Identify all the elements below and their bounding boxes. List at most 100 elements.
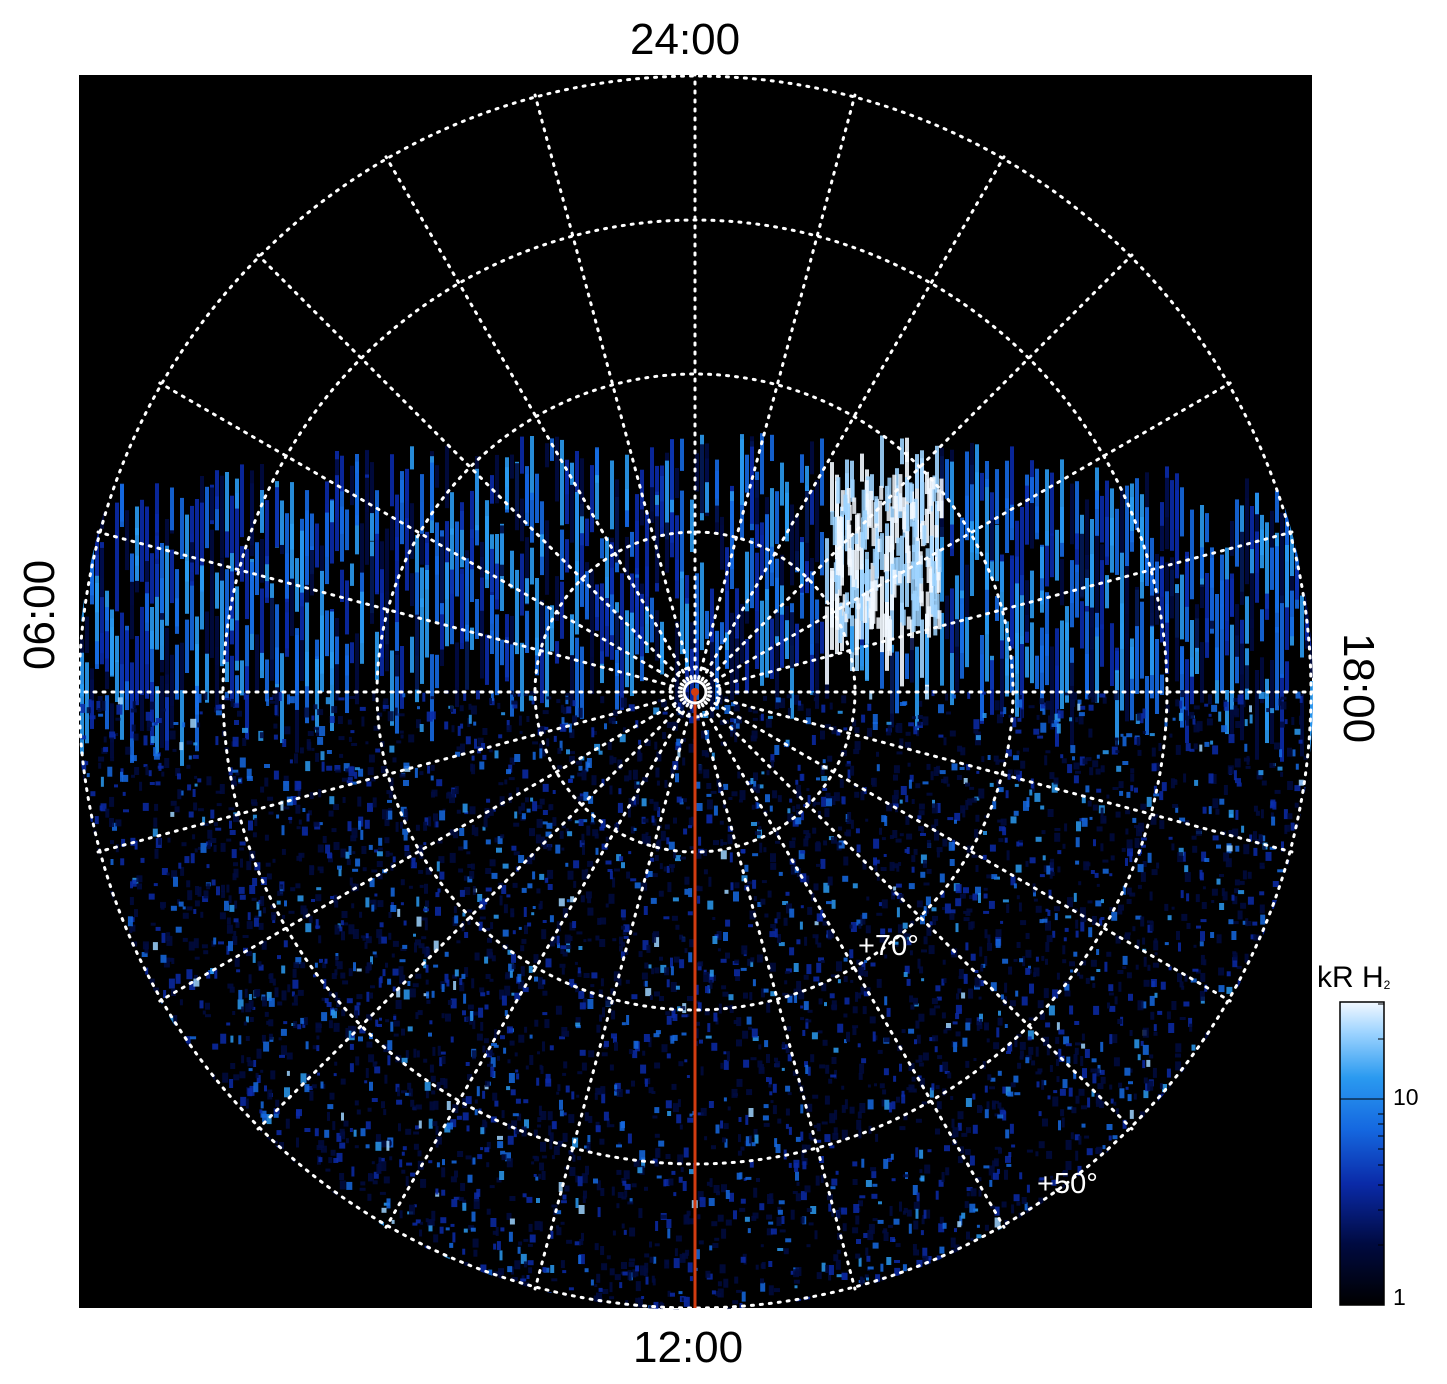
emission-pixel bbox=[703, 849, 708, 857]
emission-pixel bbox=[1051, 720, 1058, 727]
emission-pixel bbox=[302, 808, 306, 812]
emission-pixel bbox=[453, 829, 459, 839]
emission-pixel bbox=[815, 619, 819, 709]
emission-pixel bbox=[510, 644, 514, 717]
emission-pixel bbox=[377, 873, 383, 880]
emission-pixel bbox=[686, 1014, 690, 1017]
emission-pixel bbox=[895, 883, 902, 888]
emission-pixel bbox=[840, 490, 845, 511]
emission-pixel bbox=[205, 1014, 211, 1018]
emission-pixel bbox=[171, 870, 178, 879]
emission-pixel bbox=[1055, 1036, 1060, 1044]
emission-pixel bbox=[1023, 800, 1029, 811]
emission-pixel bbox=[830, 1186, 836, 1190]
emission-pixel bbox=[538, 1173, 542, 1179]
emission-pixel bbox=[811, 893, 815, 901]
emission-pixel bbox=[365, 1068, 369, 1078]
emission-pixel bbox=[755, 1264, 759, 1270]
emission-pixel bbox=[671, 915, 678, 921]
emission-pixel bbox=[596, 1180, 601, 1191]
emission-pixel bbox=[425, 964, 429, 973]
emission-pixel bbox=[287, 694, 290, 705]
emission-pixel bbox=[911, 544, 916, 580]
emission-pixel bbox=[391, 1219, 395, 1224]
emission-pixel bbox=[418, 1120, 422, 1129]
emission-pixel bbox=[290, 565, 294, 636]
emission-pixel bbox=[734, 1276, 739, 1284]
emission-pixel bbox=[300, 592, 304, 641]
emission-pixel bbox=[501, 712, 506, 716]
emission-pixel bbox=[474, 738, 477, 749]
emission-pixel bbox=[212, 1043, 219, 1050]
emission-pixel bbox=[646, 944, 651, 953]
emission-pixel bbox=[664, 1179, 670, 1187]
emission-pixel bbox=[526, 1275, 530, 1279]
emission-pixel bbox=[280, 800, 284, 811]
emission-pixel bbox=[1081, 1123, 1086, 1128]
emission-pixel bbox=[157, 765, 164, 769]
emission-pixel bbox=[562, 908, 568, 918]
emission-pixel bbox=[460, 1183, 466, 1191]
emission-pixel bbox=[843, 727, 848, 731]
emission-pixel bbox=[248, 974, 252, 984]
emission-pixel bbox=[741, 1291, 746, 1302]
emission-pixel bbox=[535, 1176, 539, 1181]
emission-pixel bbox=[990, 519, 994, 560]
emission-pixel bbox=[414, 942, 417, 953]
emission-pixel bbox=[95, 583, 99, 665]
emission-pixel bbox=[881, 899, 888, 909]
emission-pixel bbox=[415, 973, 422, 979]
emission-pixel bbox=[605, 537, 609, 599]
emission-pixel bbox=[396, 740, 402, 744]
emission-pixel bbox=[1035, 905, 1042, 913]
emission-pixel bbox=[957, 1156, 963, 1164]
emission-pixel bbox=[808, 1133, 812, 1139]
emission-pixel bbox=[1062, 959, 1067, 964]
emission-pixel bbox=[339, 1142, 346, 1149]
emission-pixel bbox=[125, 746, 131, 755]
emission-pixel bbox=[918, 826, 924, 832]
emission-pixel bbox=[466, 851, 471, 855]
emission-pixel bbox=[195, 499, 199, 575]
emission-pixel bbox=[500, 1227, 505, 1232]
emission-pixel bbox=[510, 550, 514, 589]
emission-pixel bbox=[617, 978, 622, 986]
emission-pixel bbox=[96, 701, 101, 710]
emission-pixel bbox=[398, 1309, 405, 1310]
emission-pixel bbox=[599, 1138, 605, 1145]
emission-pixel bbox=[215, 470, 219, 510]
emission-pixel bbox=[395, 654, 399, 734]
emission-pixel bbox=[565, 828, 569, 834]
emission-pixel bbox=[542, 1041, 545, 1052]
emission-pixel bbox=[429, 1020, 433, 1025]
emission-pixel bbox=[235, 921, 240, 928]
emission-pixel bbox=[153, 883, 158, 887]
emission-pixel bbox=[254, 915, 260, 920]
emission-pixel bbox=[383, 1109, 387, 1116]
emission-pixel bbox=[1274, 789, 1281, 794]
emission-pixel bbox=[922, 525, 927, 546]
emission-pixel bbox=[1160, 674, 1164, 695]
emission-pixel bbox=[566, 899, 570, 903]
emission-pixel bbox=[130, 558, 134, 606]
emission-pixel bbox=[965, 564, 969, 622]
emission-pixel bbox=[765, 794, 770, 803]
emission-pixel bbox=[375, 1134, 381, 1145]
emission-pixel bbox=[553, 735, 557, 742]
emission-pixel bbox=[1115, 647, 1119, 671]
emission-pixel bbox=[678, 1061, 684, 1067]
emission-pixel bbox=[468, 703, 472, 710]
emission-pixel bbox=[351, 903, 355, 909]
emission-pixel bbox=[1259, 862, 1265, 869]
emission-pixel bbox=[95, 641, 99, 669]
emission-pixel bbox=[910, 619, 914, 651]
emission-pixel bbox=[115, 535, 119, 612]
emission-pixel bbox=[745, 1176, 752, 1180]
emission-pixel bbox=[555, 436, 559, 502]
emission-pixel bbox=[799, 921, 803, 930]
emission-pixel bbox=[899, 1201, 902, 1212]
emission-pixel bbox=[903, 1115, 908, 1121]
emission-pixel bbox=[846, 503, 850, 521]
emission-pixel bbox=[1074, 1021, 1080, 1025]
emission-pixel bbox=[1049, 870, 1053, 879]
